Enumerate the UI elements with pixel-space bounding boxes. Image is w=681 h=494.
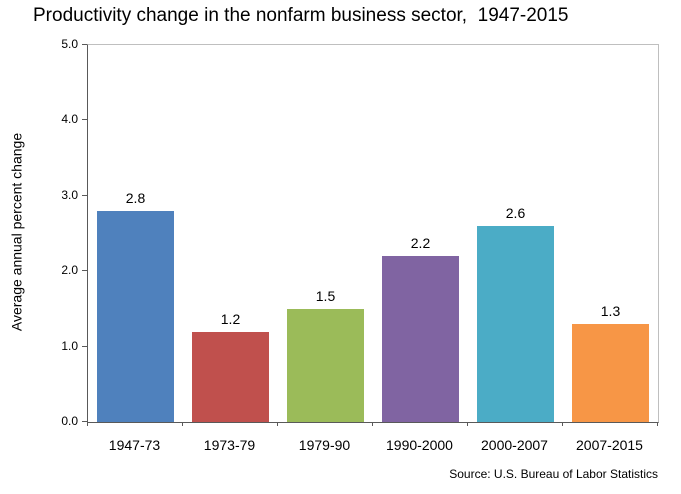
bar: 1.3 [572,303,649,422]
x-tick-mark [87,422,88,426]
bar-value-label: 1.3 [600,302,621,319]
y-tick-label: 3.0 [61,187,78,202]
bar-value-label: 2.8 [125,189,146,206]
bar-value-label: 2.2 [410,235,431,252]
bar: 1.5 [287,288,364,422]
x-tick-mark [182,422,183,426]
y-axis-title: Average annual percent change [8,132,25,332]
bar-value-label: 2.6 [505,204,526,221]
bar-value-label: 1.5 [315,287,336,304]
bar: 2.6 [477,205,554,422]
plot-area: 2.8 1.2 1.5 2.2 2.6 1.3 [87,44,659,423]
y-tick-label: 2.0 [61,263,78,278]
y-tick-mark [82,345,87,347]
x-tick-mark [277,422,278,426]
x-tick-label: 1973-79 [203,437,256,453]
bar-slot: 2.2 [373,45,468,422]
source-note: Source: U.S. Bureau of Labor Statistics [449,467,658,481]
bar: 1.2 [192,311,269,422]
y-tick-label: 0.0 [61,414,78,428]
y-tick-mark [82,194,87,196]
x-tick-label: 2007-2015 [576,437,643,453]
x-tick-mark [657,422,658,426]
y-tick-mark [82,270,87,272]
x-tick-label: 1979-90 [298,437,351,453]
x-tick-label: 1947-73 [108,437,161,453]
x-tick-label: 2000-2007 [481,437,548,453]
bar-value-label: 1.2 [220,310,241,327]
y-tick-mark [82,421,87,422]
y-tick-mark [82,119,87,121]
x-tick-mark [467,422,468,426]
y-tick-mark [82,44,87,45]
chart-title: Productivity change in the nonfarm busin… [33,5,569,26]
y-tick-label: 4.0 [61,112,78,127]
bar-slot: 2.6 [468,45,563,422]
x-tick-mark [372,422,373,426]
bar: 2.2 [382,235,459,422]
bar-slot: 1.3 [563,45,658,422]
bar: 2.8 [97,190,174,422]
bar-slot: 1.5 [278,45,373,422]
bar-slot: 2.8 [88,45,183,422]
x-tick-label: 1990-2000 [386,437,453,453]
y-tick-label: 5.0 [61,37,78,51]
bar-slot: 1.2 [183,45,278,422]
x-tick-mark [562,422,563,426]
y-tick-label: 1.0 [61,338,78,353]
